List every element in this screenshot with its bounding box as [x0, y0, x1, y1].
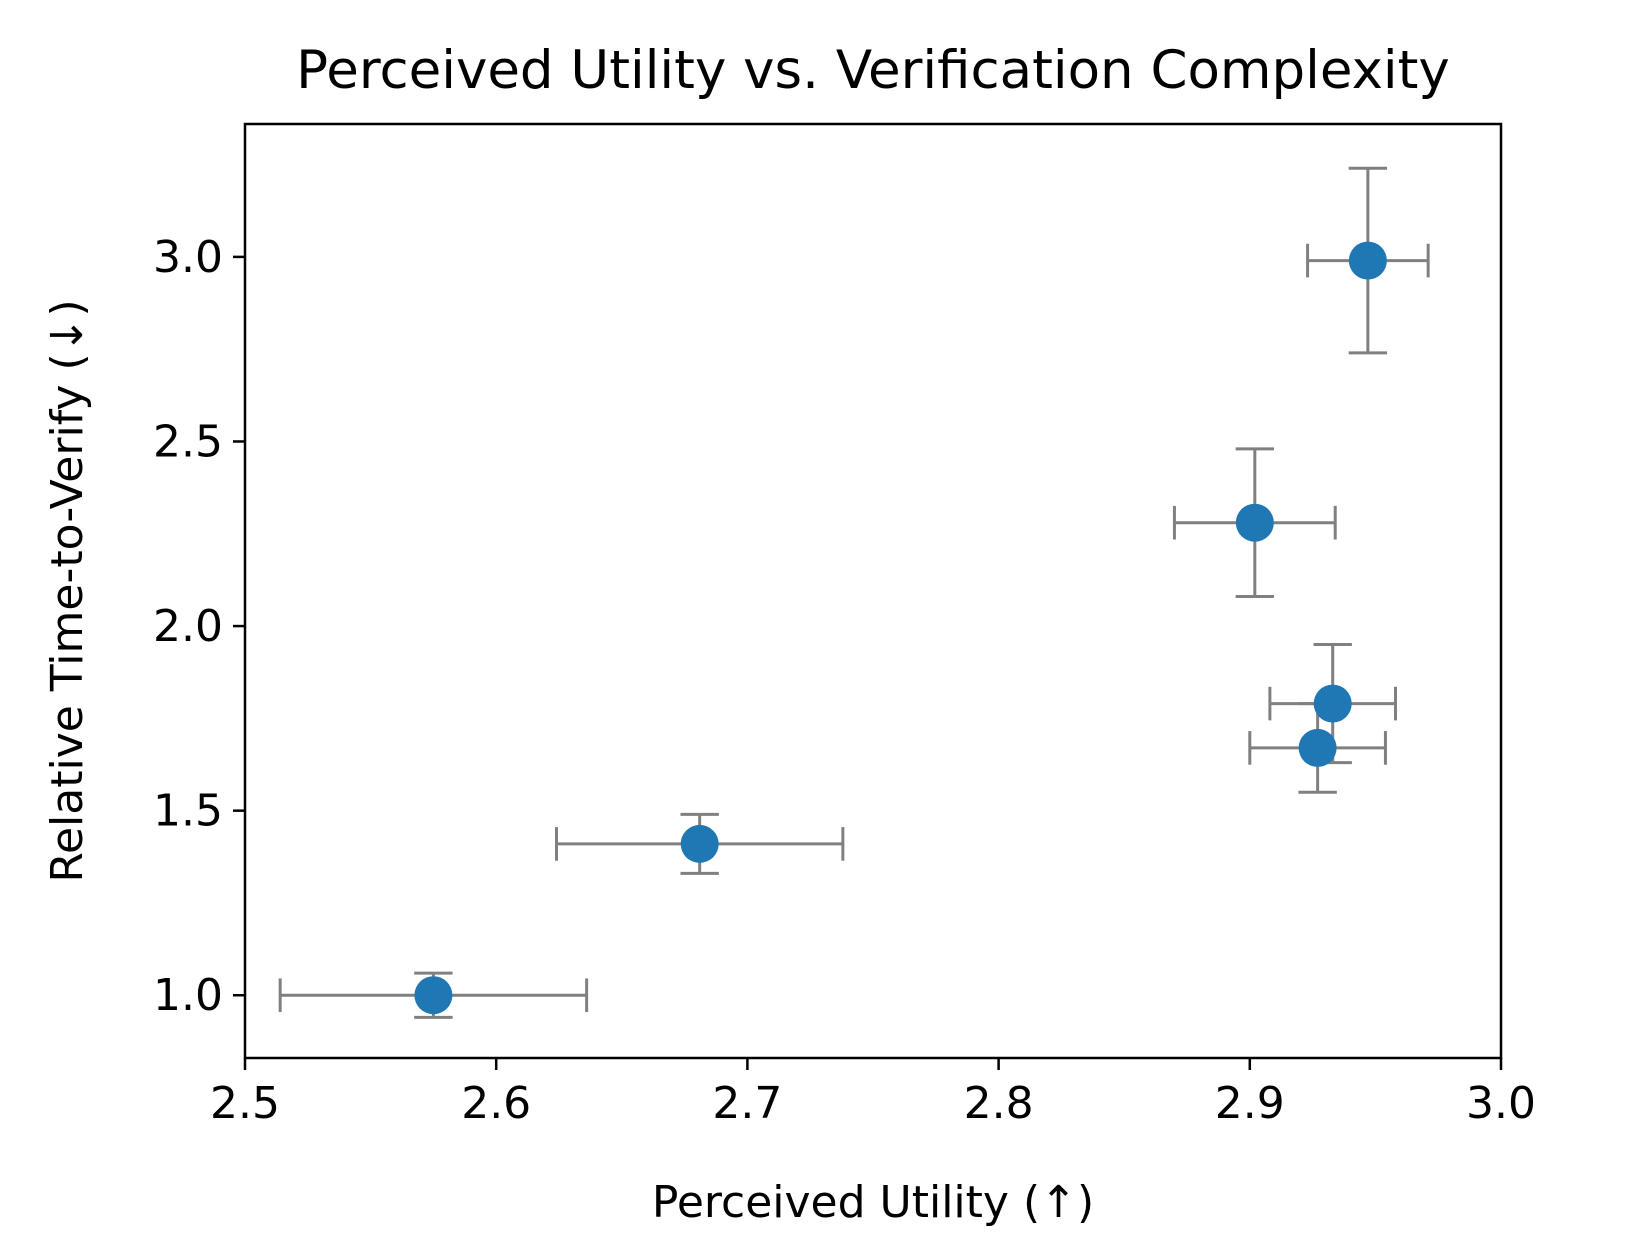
- data-point: [414, 976, 453, 1015]
- chart-title: Perceived Utility vs. Verification Compl…: [296, 40, 1450, 101]
- x-tick-label: 2.5: [210, 1078, 280, 1129]
- x-tick-label: 2.9: [1215, 1078, 1285, 1129]
- data-point: [1235, 503, 1274, 542]
- x-tick-label: 2.6: [461, 1078, 531, 1129]
- errorbars-layer: [278, 166, 1430, 1019]
- x-tick-label: 3.0: [1466, 1078, 1536, 1129]
- y-axis-label: Relative Time-to-Verify (↓): [42, 299, 93, 882]
- y-axis-ticks: 1.0 1.5 2.0 2.5 3.0: [153, 232, 245, 1021]
- data-point: [1313, 684, 1352, 723]
- y-tick-label: 2.5: [153, 416, 223, 467]
- y-tick-label: 1.0: [153, 970, 223, 1021]
- y-tick-label: 2.0: [153, 601, 223, 652]
- points-layer: [414, 241, 1387, 1015]
- data-point: [1348, 241, 1387, 280]
- x-tick-label: 2.8: [964, 1078, 1034, 1129]
- y-tick-label: 1.5: [153, 786, 223, 837]
- x-axis-ticks: 2.5 2.6 2.7 2.8 2.9 3.0: [210, 1058, 1536, 1129]
- y-tick-label: 3.0: [153, 232, 223, 283]
- data-point: [1298, 728, 1337, 767]
- x-axis-label: Perceived Utility (↑): [652, 1177, 1094, 1228]
- x-tick-label: 2.7: [712, 1078, 782, 1129]
- plot-frame: [243, 122, 1503, 1060]
- data-point: [680, 824, 719, 863]
